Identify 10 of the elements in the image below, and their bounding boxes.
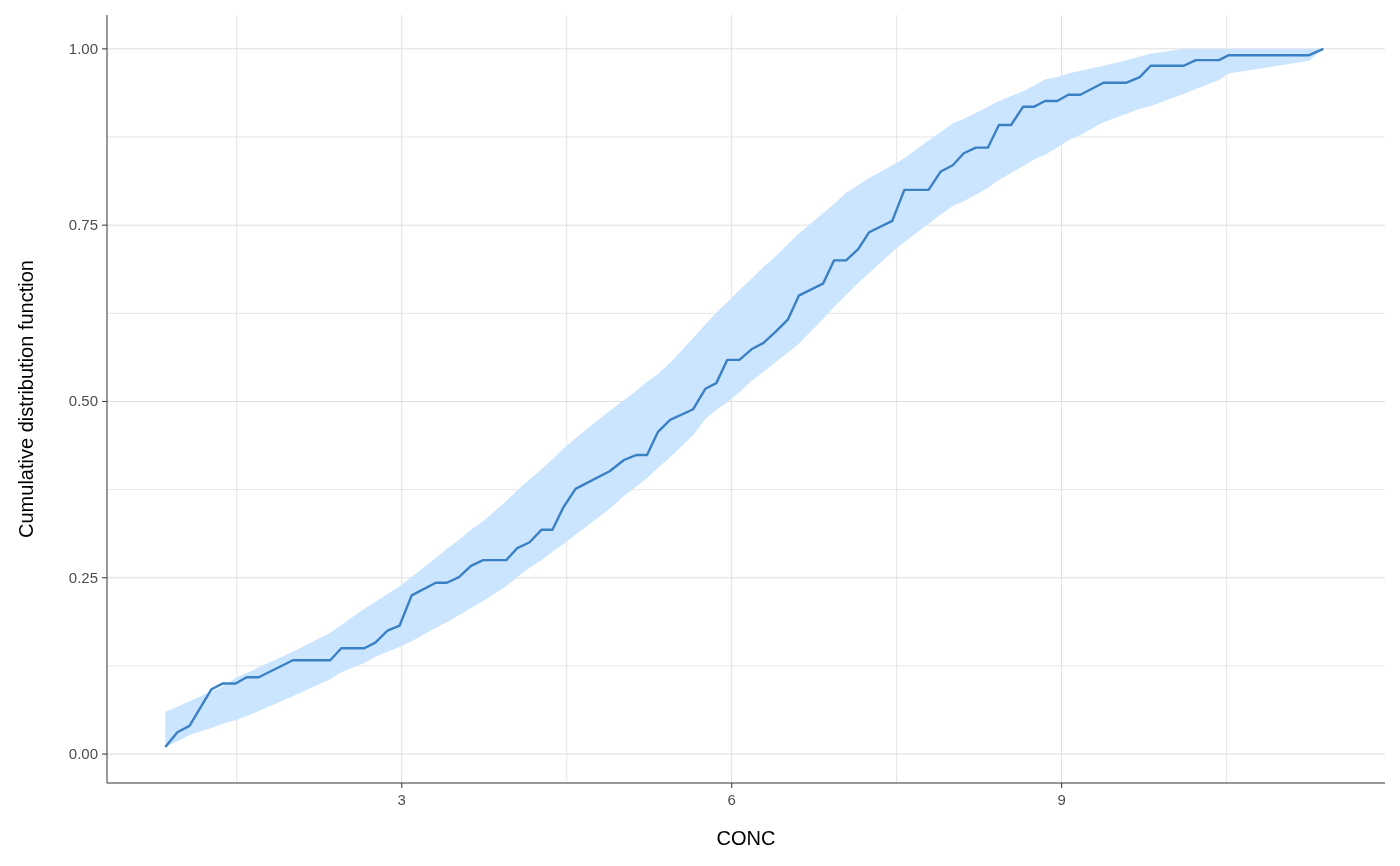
y-tick-label: 1.00	[68, 39, 98, 57]
x-axis-title: CONC	[716, 827, 776, 849]
y-tick-label: 0.00	[68, 745, 98, 763]
x-tick-label: 9	[1057, 791, 1066, 808]
x-tick-label: 6	[727, 791, 736, 808]
y-tick-label: 0.25	[68, 568, 98, 586]
y-axis-title: Cumulative distribution function	[15, 260, 37, 538]
y-tick-label: 0.75	[68, 216, 98, 234]
x-tick-label: 3	[397, 791, 406, 808]
y-tick-label: 0.50	[68, 392, 98, 410]
